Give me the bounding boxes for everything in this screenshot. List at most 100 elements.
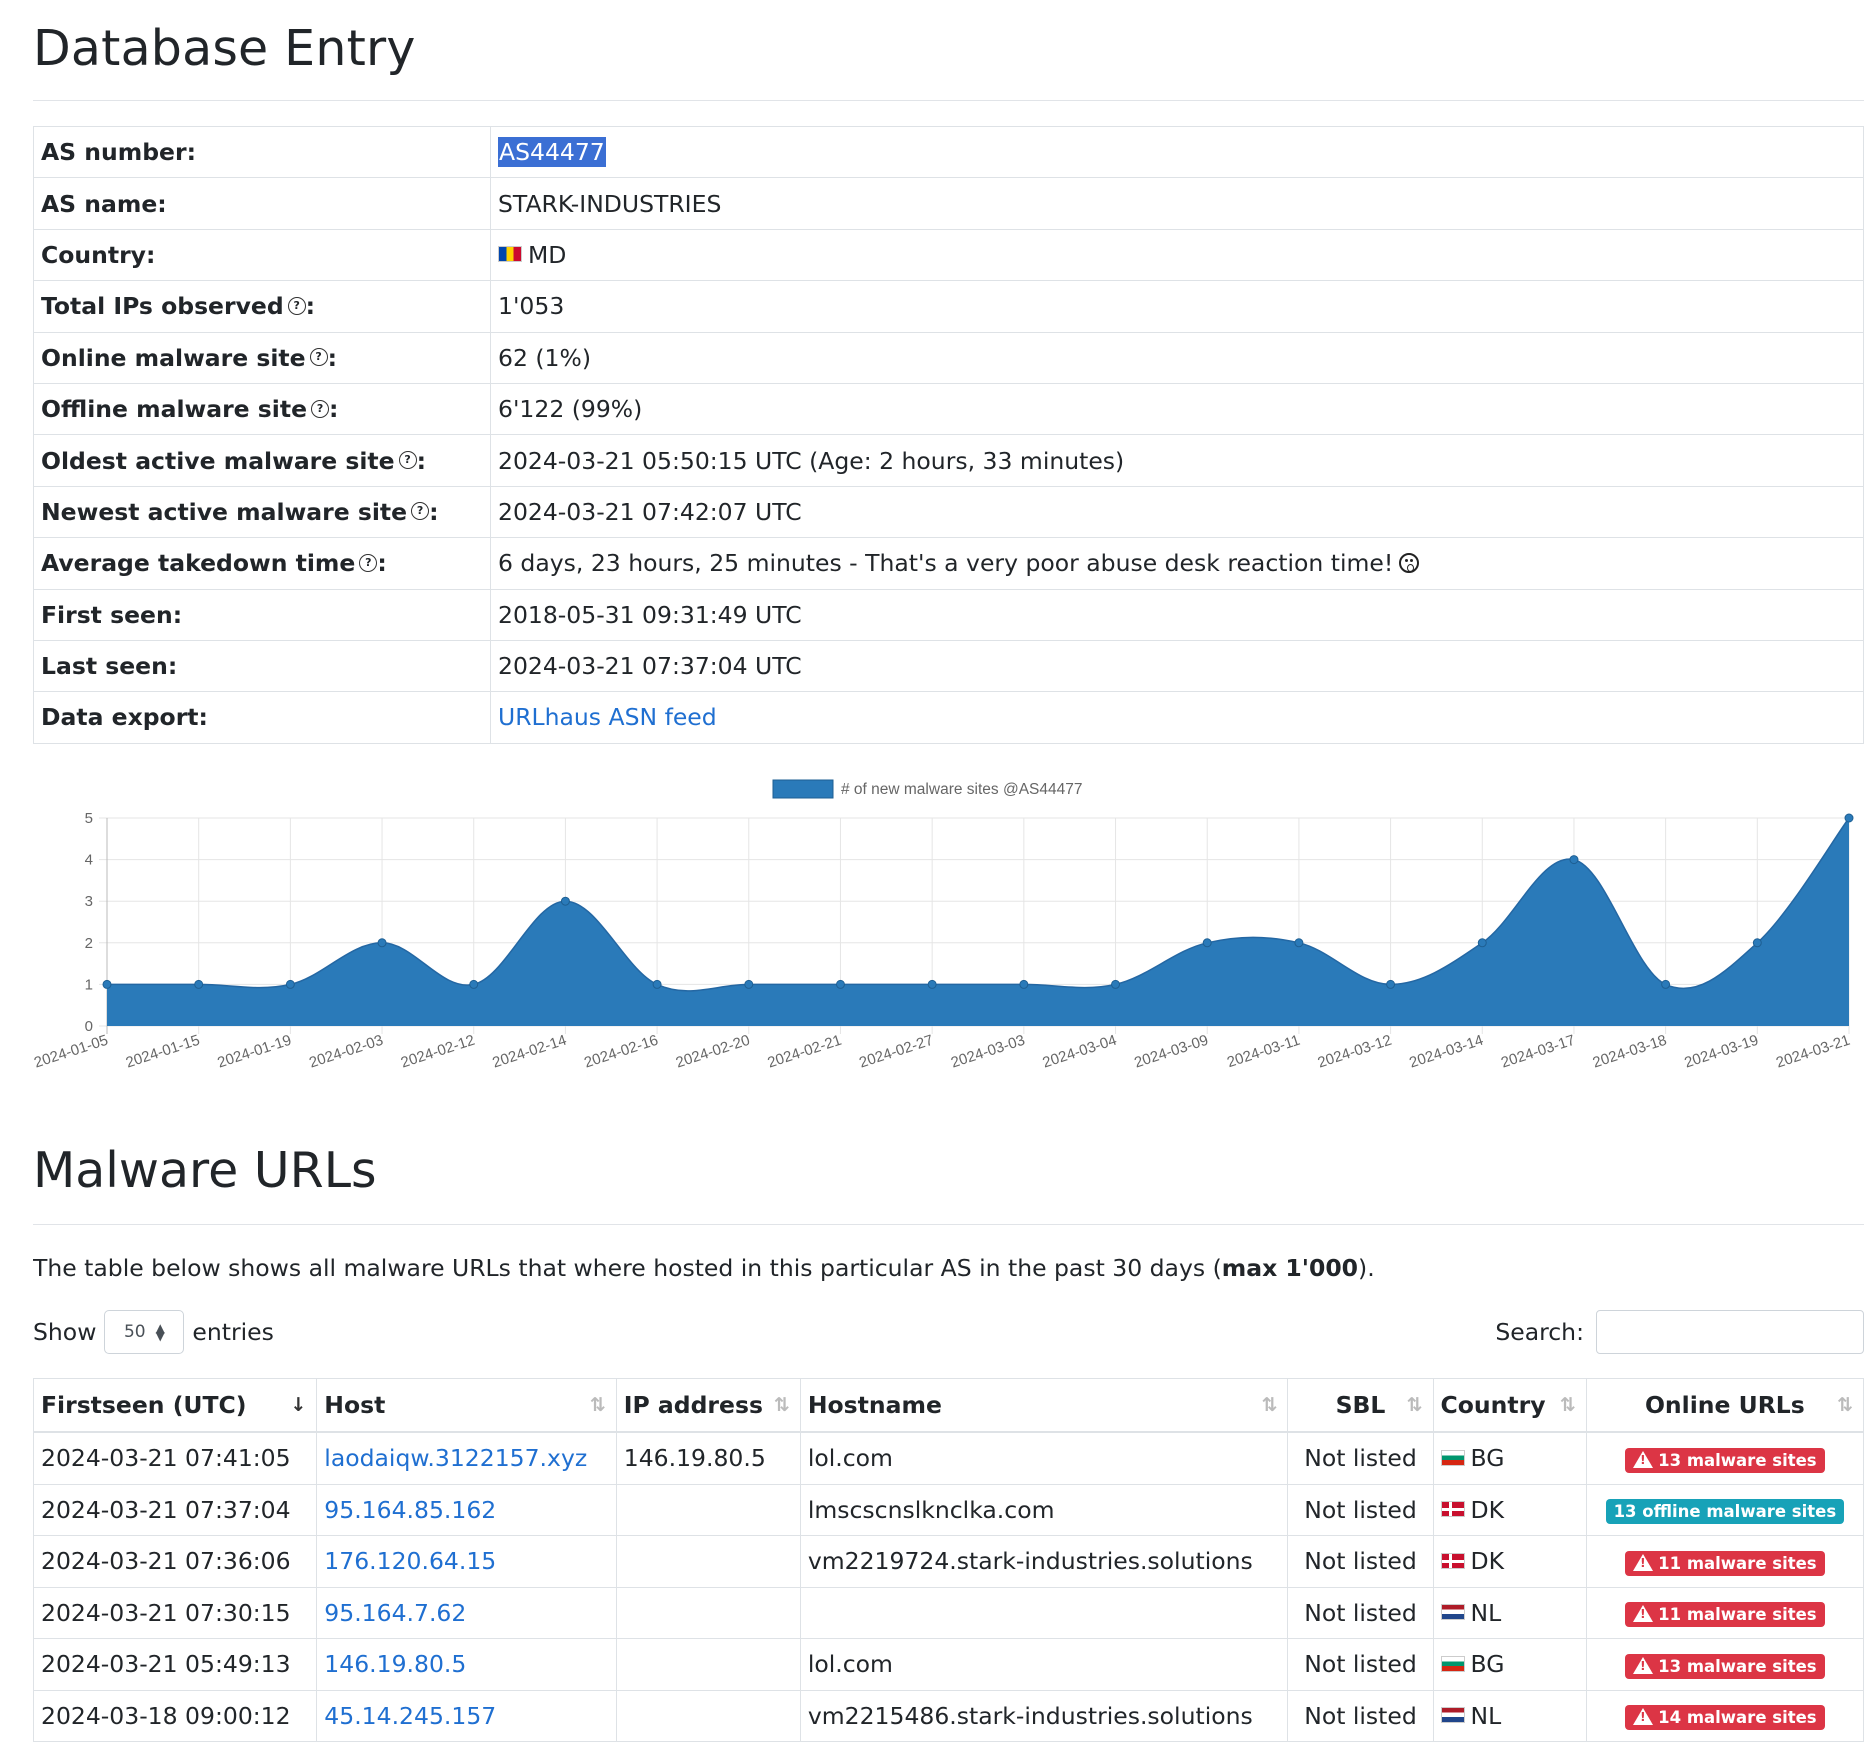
country-code: DK [1470,1547,1505,1576]
online-urls-label: 14 malware sites [1658,1708,1817,1728]
column-header[interactable]: Host ⇅ [316,1378,617,1433]
y-tick-label: 4 [85,852,93,869]
sbl-cell: Not listed [1287,1535,1434,1588]
entries-select[interactable]: 50 ▲ ▼ [104,1310,185,1354]
online-urls-cell: 13 offline malware sites [1585,1483,1864,1536]
online-urls-cell: 14 malware sites [1585,1689,1864,1742]
entries-value: 50 [123,1322,146,1342]
column-header[interactable]: SBL ⇅ [1287,1378,1434,1433]
y-tick-label: 1 [85,976,93,993]
info-row: Data export: URLhaus ASN feed [33,691,1864,744]
help-icon[interactable]: ? [359,553,378,572]
info-value: 62 (1%) [498,343,591,372]
online-urls-badge[interactable]: 14 malware sites [1625,1705,1825,1731]
country-flag-icon [1440,1552,1465,1569]
x-tick-label: 2024-02-03 [307,1032,385,1072]
info-key-label: Data export: [41,703,208,732]
info-value-cell: 6 days, 23 hours, 25 minutes - That's a … [490,537,1864,590]
column-header[interactable]: Country ⇅ [1432,1378,1587,1433]
y-tick-label: 3 [85,893,93,910]
help-icon[interactable]: ? [309,348,328,367]
data-point [1202,938,1212,948]
column-header-label: Hostname [807,1391,942,1419]
country-code: DK [1470,1495,1505,1524]
country-code: NL [1470,1701,1502,1730]
sort-icon: ⇅ [773,1394,790,1416]
info-row: Oldest active malware site?:2024-03-21 0… [33,434,1864,487]
description-end: ). [1358,1254,1375,1282]
info-row: Total IPs observed?:1'053 [33,280,1864,333]
data-point [560,896,570,906]
info-row: Online malware site?:62 (1%) [33,331,1864,384]
host-cell: 95.164.7.62 [316,1586,617,1639]
online-urls-label: 11 malware sites [1658,1605,1817,1625]
x-tick-label: 2024-02-12 [399,1032,477,1072]
y-tick-label: 2 [85,935,93,952]
host-link[interactable]: 146.19.80.5 [324,1650,467,1679]
online-urls-label: 13 offline malware sites [1613,1502,1837,1522]
data-point [1752,938,1762,948]
info-key-colon: : [377,549,387,578]
search-input[interactable] [1596,1310,1864,1354]
country-flag-icon [1440,1501,1465,1518]
firstseen-cell: 2024-03-18 09:00:12 [33,1689,318,1742]
info-value-cell: 2024-03-21 07:37:04 UTC [490,639,1864,693]
data-point [652,979,662,989]
country-cell: BG [1432,1638,1587,1691]
data-point [1661,979,1671,989]
sort-icon: ⇅ [589,1394,606,1416]
area-fill [107,818,1849,1026]
host-link[interactable]: 176.120.64.15 [324,1547,497,1576]
x-tick-label: 2024-03-17 [1499,1032,1577,1072]
online-urls-badge[interactable]: 11 malware sites [1625,1602,1825,1628]
info-value-cell: 62 (1%) [490,331,1864,384]
column-header[interactable]: Firstseen (UTC) ↓ [33,1378,318,1433]
info-row: First seen: 2018-05-31 09:31:49 UTC [33,588,1864,641]
column-header[interactable]: Online URLs ⇅ [1585,1378,1864,1433]
help-icon[interactable]: ? [398,451,417,470]
help-icon[interactable]: ? [287,296,306,315]
info-key: Total IPs observed?: [33,280,491,333]
sort-icon: ⇅ [1559,1394,1576,1416]
warning-icon [1633,1708,1654,1726]
table-row: 2024-03-21 07:37:04 95.164.85.162 lmscscns… [33,1483,1864,1536]
online-urls-badge[interactable]: 11 malware sites [1625,1550,1825,1576]
firstseen-cell: 2024-03-21 07:37:04 [33,1483,318,1536]
warning-icon [1633,1450,1654,1468]
data-point [1569,855,1579,865]
x-tick-label: 2024-03-19 [1682,1032,1760,1072]
online-urls-badge[interactable]: 13 malware sites [1625,1653,1825,1679]
info-key-label: Total IPs observed [41,292,284,321]
info-key-colon: : [305,292,316,321]
help-icon[interactable]: ? [411,502,430,521]
online-urls-badge[interactable]: 13 offline malware sites [1605,1499,1845,1525]
table-row: 2024-03-21 07:41:05 laodaiqw.3122157.xyz 1… [33,1431,1864,1485]
column-header-label: Country [1440,1391,1546,1419]
info-value-cell: STARK-INDUSTRIES [490,177,1864,230]
data-point [927,979,937,989]
info-row: Average takedown time?:6 days, 23 hours,… [33,537,1864,590]
info-key: AS number: [33,125,491,179]
info-row: Newest active malware site?:2024-03-21 0… [33,485,1864,539]
country-flag-icon [1440,1604,1465,1621]
column-header[interactable]: IP address ⇅ [615,1378,801,1433]
country-code: NL [1470,1598,1502,1627]
data-export-link[interactable]: URLhaus ASN feed [498,703,717,732]
as-number-selected[interactable]: AS44477 [498,137,606,168]
host-link[interactable]: 95.164.85.162 [324,1495,497,1524]
host-link[interactable]: 95.164.7.62 [324,1598,467,1627]
sort-icon: ⇅ [1837,1394,1853,1416]
info-row: Country: MD [33,228,1864,282]
help-icon[interactable]: ? [311,399,330,418]
online-urls-badge[interactable]: 13 malware sites [1625,1447,1825,1473]
sort-icon: ⇅ [1261,1394,1278,1416]
host-link[interactable]: 45.14.245.157 [324,1701,497,1730]
data-point [194,979,204,989]
data-point [1111,979,1121,989]
column-header[interactable]: Hostname ⇅ [799,1378,1289,1433]
info-key-label: Newest active malware site [41,497,408,526]
info-key-label: AS number: [41,138,196,167]
host-link[interactable]: laodaiqw.3122157.xyz [324,1444,588,1473]
ip-cell [615,1483,801,1536]
info-key: Offline malware site?: [33,382,491,436]
